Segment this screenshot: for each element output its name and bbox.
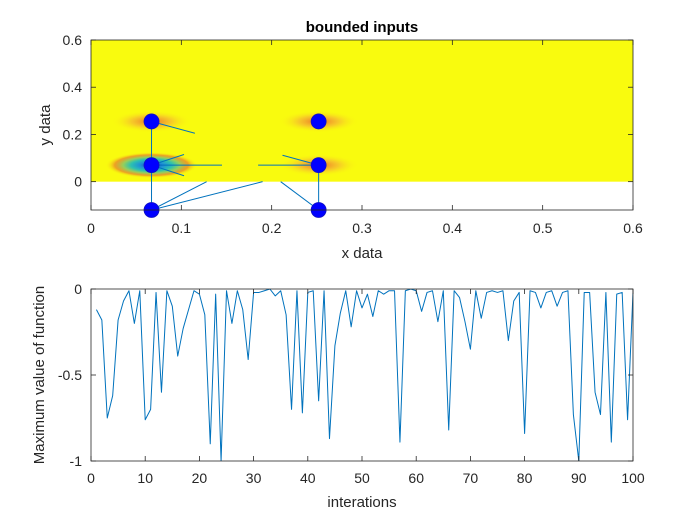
bottom-x-tick-label: 70: [463, 470, 479, 486]
top-x-tick-label: 0.2: [262, 220, 282, 236]
bottom-x-tick-label: 100: [621, 470, 645, 486]
scatter-point-0: [143, 113, 160, 130]
top-plot: 0 0.1 0.2 0.3 0.4 0.5 0.6 0 0.2 0.4 0.6 bounded i…: [37, 19, 643, 262]
bottom-x-tick-label: 20: [192, 470, 208, 486]
top-x-tick-label: 0.4: [443, 220, 463, 236]
scatter-point-3: [310, 113, 327, 130]
bottom-plot: 0 10 20 30 40 50 60 70 80 90 100 -1 -0.5 0 interatio…: [31, 281, 645, 511]
top-y-tick-label: 0.6: [63, 32, 83, 48]
bottom-x-ticks: 0 10 20 30 40 50 60 70 80 90 100: [87, 289, 645, 486]
bottom-x-tick-label: 80: [517, 470, 533, 486]
top-x-axis-label: x data: [342, 245, 384, 262]
bottom-x-tick-label: 10: [137, 470, 153, 486]
max-value-line: [95, 289, 633, 461]
top-x-tick-label: 0.3: [352, 220, 372, 236]
bottom-x-axis-label: interations: [327, 494, 396, 511]
heatmap: [91, 40, 633, 182]
line-series: [95, 289, 633, 461]
top-y-tick-label: 0.4: [63, 79, 83, 95]
quiver-line-5: [151, 181, 207, 210]
bottom-x-tick-label: 90: [571, 470, 587, 486]
bottom-y-tick-label: 0: [74, 281, 82, 297]
top-title: bounded inputs: [306, 19, 418, 36]
bottom-x-tick-label: 0: [87, 470, 95, 486]
top-x-ticks: 0 0.1 0.2 0.3 0.4 0.5 0.6: [87, 40, 643, 236]
top-x-tick-label: 0: [87, 220, 95, 236]
top-y-axis-label: y data: [37, 104, 54, 146]
scatter-point-4: [310, 157, 327, 174]
bottom-x-tick-label: 40: [300, 470, 316, 486]
bottom-y-tick-label: -0.5: [58, 367, 82, 383]
scatter-point-1: [143, 157, 160, 174]
top-x-tick-label: 0.1: [172, 220, 192, 236]
top-y-tick-label: 0.2: [63, 126, 83, 142]
bottom-x-tick-label: 50: [354, 470, 370, 486]
top-x-tick-label: 0.5: [533, 220, 553, 236]
bottom-y-tick-label: -1: [70, 453, 83, 469]
bottom-x-tick-label: 60: [408, 470, 424, 486]
bottom-x-tick-label: 30: [246, 470, 262, 486]
top-y-tick-label: 0: [74, 174, 82, 190]
top-x-tick-label: 0.6: [623, 220, 643, 236]
top-y-ticks: 0 0.2 0.4 0.6: [63, 32, 633, 190]
bottom-plot-area: [91, 289, 633, 461]
bottom-y-ticks: -1 -0.5 0: [58, 281, 633, 469]
quiver-line-6: [151, 181, 263, 210]
bottom-y-axis-label: Maximum value of function: [31, 286, 48, 464]
